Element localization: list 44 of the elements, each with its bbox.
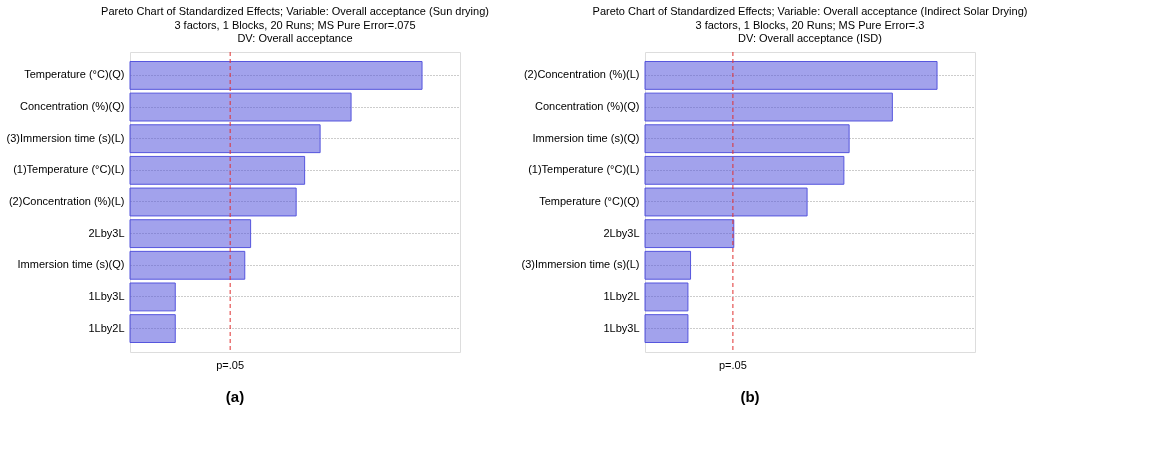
y-tick-label: (2)Concentration (%)(L): [8, 195, 125, 207]
y-tick-label: Temperature (°C)(Q): [24, 68, 125, 81]
ref-line-label: p=.05: [718, 359, 747, 371]
y-tick-label: Concentration (%)(Q): [19, 100, 125, 113]
bar: [644, 155, 845, 185]
y-tick-label: (1)Temperature (°C)(L): [528, 163, 640, 176]
bar: [129, 92, 352, 122]
y-tick-label: Concentration (%)(Q): [534, 100, 640, 113]
y-tick-label: 1Lby3L: [88, 289, 125, 302]
y-tick-label: 2Lby3L: [88, 226, 125, 239]
chart-title: Pareto Chart of Standardized Effects; Variable: Overall acceptance (Sun drying): [101, 4, 489, 17]
y-tick-label: 1Lby2L: [603, 289, 640, 302]
bar: [644, 282, 689, 312]
y-tick-label: (3)Immersion time (s)(L): [6, 131, 125, 144]
bar: [644, 187, 808, 217]
chart-subtitle: 3 factors, 1 Blocks, 20 Runs; MS Pure Error=.3 DV: Overall acceptance (ISD): [695, 18, 925, 44]
chart-subtitle: 3 factors, 1 Blocks, 20 Runs; MS Pure Error=.075 DV: Overall acceptance: [174, 18, 416, 44]
y-tick-label: 1Lby3L: [603, 321, 640, 334]
bar: [129, 124, 321, 154]
chart-title: Pareto Chart of Standardized Effects; Variable: Overall acceptance (Indirect Solar Drying): [592, 4, 1028, 17]
bar: [129, 187, 297, 217]
bar: [129, 60, 423, 90]
ref-line-label: p=.05: [216, 359, 245, 371]
y-tick-label: (2)Concentration (%)(L): [523, 68, 640, 81]
y-tick-label: Immersion time (s)(Q): [17, 258, 125, 271]
bar: [644, 124, 850, 154]
bar: [129, 155, 306, 185]
y-tick-label: (3)Immersion time (s)(L): [521, 258, 640, 271]
y-tick-label: (1)Temperature (°C)(L): [13, 163, 125, 176]
bar: [129, 282, 176, 312]
y-tick-label: 2Lby3L: [603, 226, 640, 239]
bar: [644, 314, 689, 344]
text: (b): [740, 388, 760, 405]
y-tick-label: Immersion time (s)(Q): [532, 131, 640, 144]
y-tick-label: 1Lby2L: [88, 321, 125, 334]
bar: [644, 219, 735, 249]
bar: [644, 250, 692, 280]
y-tick-label: Temperature (°C)(Q): [539, 195, 640, 207]
bar: [644, 92, 893, 122]
bar: [644, 60, 938, 90]
bar: [129, 219, 252, 249]
bar: [129, 250, 246, 280]
text: (a): [225, 388, 245, 405]
bar: [129, 314, 176, 344]
